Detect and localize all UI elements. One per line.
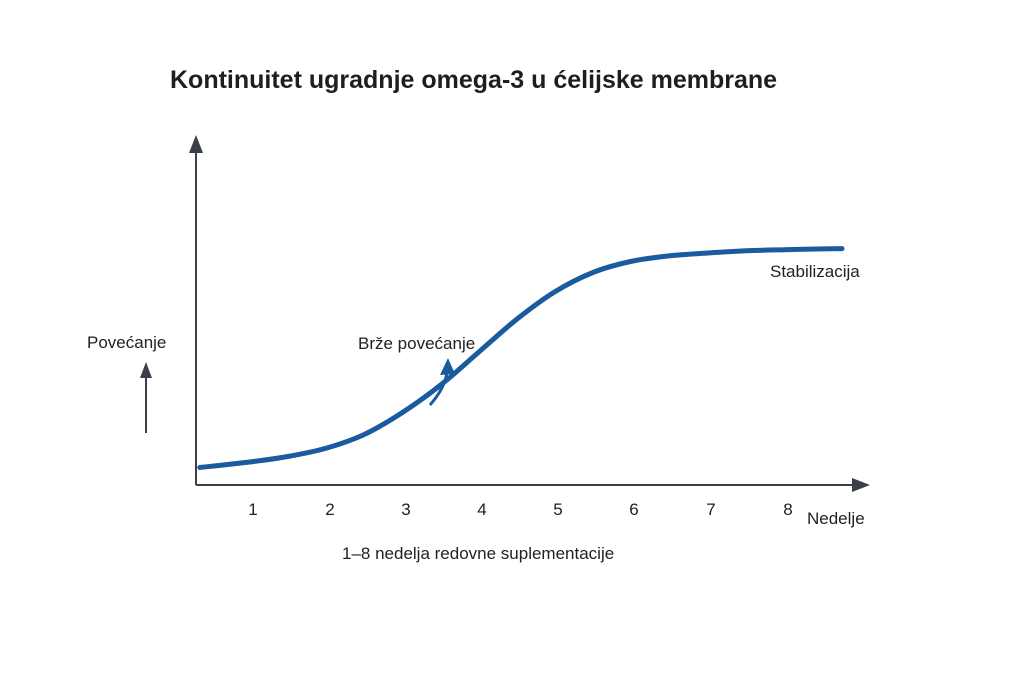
x-tick-label: 8 [783, 500, 792, 519]
annotation-label: Stabilizacija [770, 262, 860, 281]
y-axis-label: Povećanje [87, 333, 166, 352]
series-layer [197, 246, 845, 470]
x-tick-label: 3 [401, 500, 410, 519]
chart-subtitle: 1–8 nedelja redovne suplementacije [342, 544, 614, 563]
annotation-arrow-head [440, 358, 455, 375]
x-tick-labels: 1 2 3 4 5 6 7 8 [248, 500, 792, 519]
annotation-arrow-shaft [428, 371, 449, 406]
x-tick-label: 2 [325, 500, 334, 519]
x-axis-label: Nedelje [807, 509, 865, 528]
x-tick-label: 6 [629, 500, 638, 519]
x-tick-label: 4 [477, 500, 486, 519]
y-axis-arrow [189, 135, 203, 153]
series-line [197, 246, 845, 470]
x-tick-label: 1 [248, 500, 257, 519]
x-tick-label: 5 [553, 500, 562, 519]
annotation-label: Brže povećanje [358, 334, 475, 353]
increase-arrow-head [140, 362, 152, 378]
x-axis-arrow [852, 478, 870, 492]
axes [140, 135, 870, 492]
chart-title: Kontinuitet ugradnje omega-3 u ćelijske … [170, 66, 777, 94]
annotations: Brže povećanje Stabilizacija [358, 262, 860, 406]
x-tick-label: 7 [706, 500, 715, 519]
